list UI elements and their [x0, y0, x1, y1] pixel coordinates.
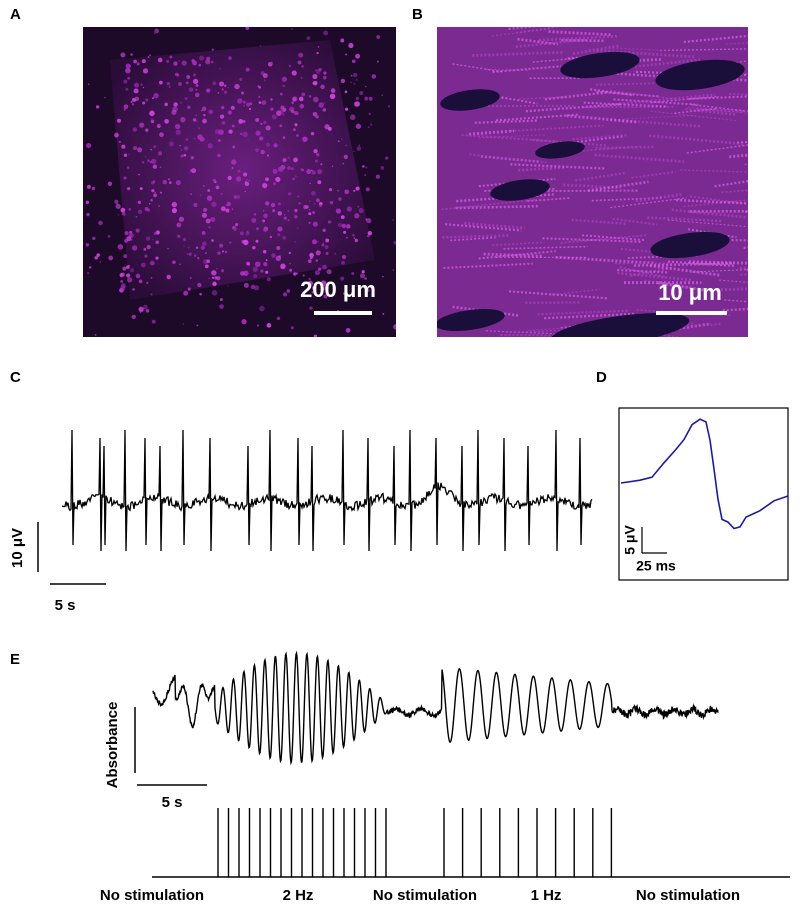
scale-label: 10 μV — [9, 528, 26, 568]
stimulation-label: No stimulation — [100, 887, 204, 904]
panel-label: D — [596, 369, 607, 386]
trace — [61, 429, 593, 552]
scale-label: 5 s — [162, 794, 183, 811]
scale-label: 200 μm — [300, 277, 376, 302]
panel-label: C — [10, 369, 21, 386]
panel-label: E — [10, 651, 20, 668]
panel-label: B — [412, 6, 423, 23]
micrograph-b — [437, 27, 748, 337]
stimulation-train — [152, 808, 790, 878]
panel-label: A — [10, 6, 21, 23]
panel-frame — [618, 407, 789, 581]
trace — [152, 650, 719, 766]
stimulation-label: No stimulation — [373, 887, 477, 904]
stimulation-label: 2 Hz — [283, 887, 314, 904]
micrograph-a — [83, 27, 396, 337]
stimulation-label: No stimulation — [636, 887, 740, 904]
scale-label: 5 s — [55, 597, 76, 614]
axis-label: Absorbance — [104, 702, 121, 789]
scale-label: 25 ms — [636, 558, 676, 574]
trace — [620, 418, 789, 530]
stimulation-label: 1 Hz — [531, 887, 562, 904]
scale-label: 5 μV — [622, 525, 638, 555]
scale-label: 10 μm — [658, 280, 722, 305]
